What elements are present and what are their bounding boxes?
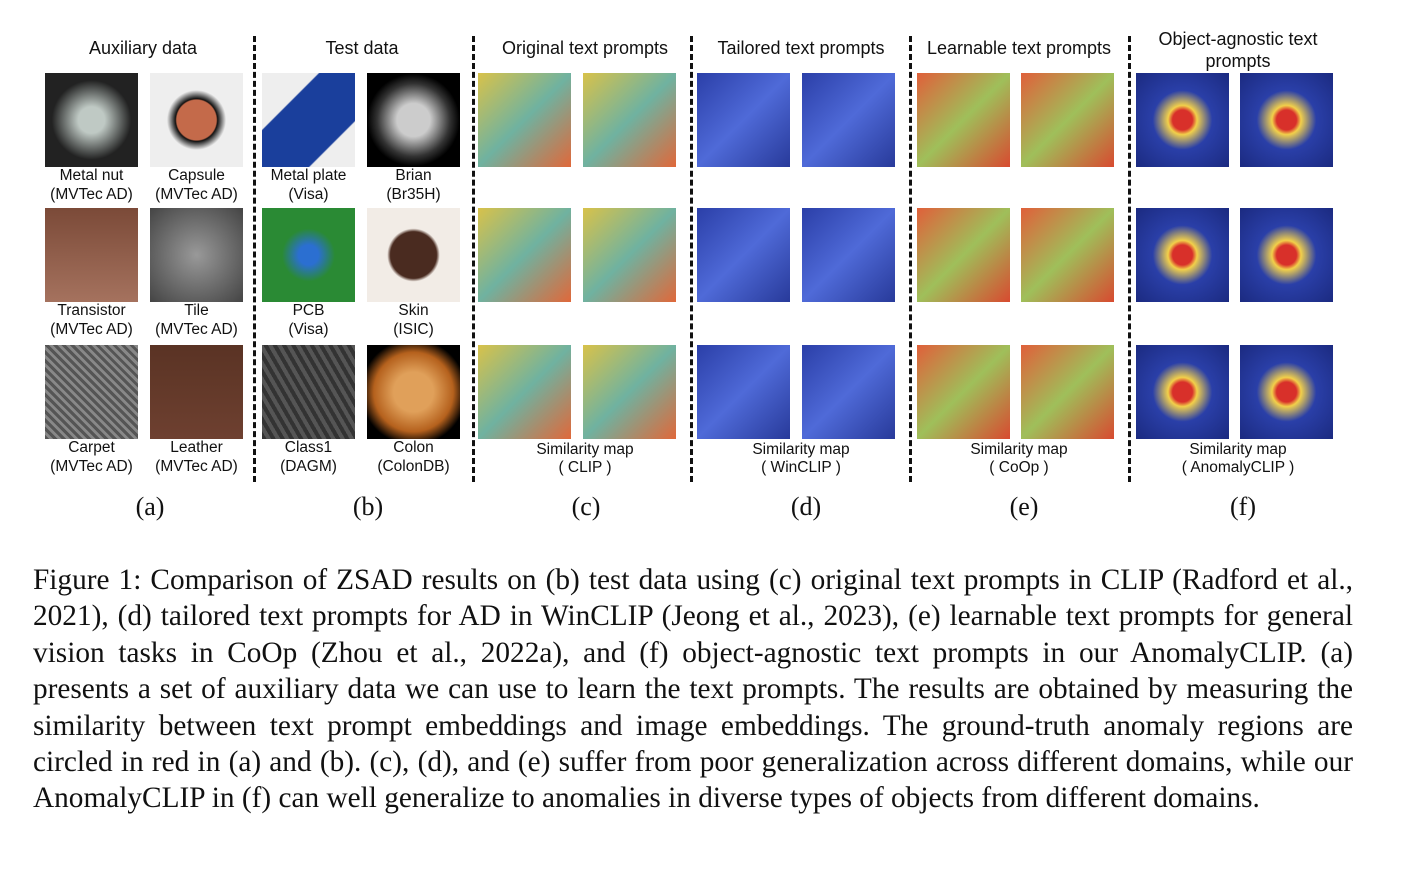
method-label: ( CLIP ) xyxy=(558,459,612,476)
image-placeholder xyxy=(45,345,138,439)
image-label: Leather xyxy=(170,439,223,456)
panel-letter: (e) xyxy=(1009,492,1039,521)
image-source: (MVTec AD) xyxy=(155,321,238,338)
image-placeholder xyxy=(1240,73,1333,167)
image-placeholder xyxy=(478,208,571,302)
image-placeholder xyxy=(1021,73,1114,167)
similarity-map-label: Similarity map xyxy=(536,441,634,458)
image-label: Carpet xyxy=(68,439,115,456)
image-placeholder xyxy=(45,73,138,167)
image-placeholder xyxy=(150,345,243,439)
image-source: (DAGM) xyxy=(280,458,337,475)
image-placeholder xyxy=(367,73,460,167)
image-placeholder xyxy=(262,73,355,167)
image-placeholder xyxy=(1136,208,1229,302)
panel-letter: (d) xyxy=(790,492,822,521)
image-placeholder xyxy=(1136,73,1229,167)
image-placeholder xyxy=(367,345,460,439)
image-source: (Visa) xyxy=(288,186,329,203)
image-source: (Visa) xyxy=(288,321,329,338)
image-placeholder xyxy=(917,208,1010,302)
image-placeholder xyxy=(1021,208,1114,302)
similarity-map-label: Similarity map xyxy=(970,441,1068,458)
image-label: Brian xyxy=(395,167,432,184)
image-placeholder xyxy=(802,345,895,439)
image-source: (ISIC) xyxy=(393,321,434,338)
image-placeholder xyxy=(478,73,571,167)
image-placeholder xyxy=(45,208,138,302)
image-label: Capsule xyxy=(168,167,225,184)
figure-caption: Figure 1: Comparison of ZSAD results on … xyxy=(33,564,1353,815)
image-source: (MVTec AD) xyxy=(50,186,133,203)
image-placeholder xyxy=(697,208,790,302)
similarity-map-label: Similarity map xyxy=(752,441,850,458)
panel-header: Learnable text prompts xyxy=(926,38,1112,58)
panel-letter: (b) xyxy=(352,492,384,521)
image-label: Class1 xyxy=(284,439,333,456)
panel-separator xyxy=(1128,36,1131,482)
image-source: (MVTec AD) xyxy=(50,458,133,475)
image-placeholder xyxy=(583,208,676,302)
image-placeholder xyxy=(150,208,243,302)
similarity-map-label: Similarity map xyxy=(1189,441,1287,458)
image-source: (MVTec AD) xyxy=(155,458,238,475)
image-placeholder xyxy=(583,73,676,167)
image-placeholder xyxy=(478,345,571,439)
image-placeholder xyxy=(1136,345,1229,439)
panel-header: Auxiliary data xyxy=(88,38,198,58)
method-label: ( AnomalyCLIP ) xyxy=(1181,459,1295,476)
image-placeholder xyxy=(583,345,676,439)
image-label: Tile xyxy=(184,302,209,319)
image-label: Metal nut xyxy=(59,167,124,184)
image-label: Skin xyxy=(398,302,429,319)
image-source: (ColonDB) xyxy=(377,458,450,475)
method-label: ( CoOp ) xyxy=(989,459,1049,476)
image-source: (MVTec AD) xyxy=(155,186,238,203)
image-label: Colon xyxy=(393,439,434,456)
panel-header: Object-agnostic text prompts xyxy=(1158,29,1318,71)
panel-separator xyxy=(253,36,256,482)
image-label: Transistor xyxy=(57,302,126,319)
panel-header: Original text prompts xyxy=(501,38,669,58)
panel-letter: (a) xyxy=(135,492,165,521)
panel-header: Tailored text prompts xyxy=(717,38,885,58)
image-placeholder xyxy=(917,73,1010,167)
image-placeholder xyxy=(1240,208,1333,302)
image-placeholder xyxy=(1021,345,1114,439)
panel-letter: (c) xyxy=(571,492,601,521)
method-label: ( WinCLIP ) xyxy=(761,459,841,476)
image-label: PCB xyxy=(292,302,325,319)
panel-separator xyxy=(472,36,475,482)
image-placeholder xyxy=(150,73,243,167)
image-placeholder xyxy=(697,73,790,167)
panel-separator xyxy=(690,36,693,482)
image-placeholder xyxy=(802,73,895,167)
panel-letter: (f) xyxy=(1230,492,1256,521)
panel-separator xyxy=(909,36,912,482)
image-placeholder xyxy=(367,208,460,302)
image-placeholder xyxy=(262,345,355,439)
image-placeholder xyxy=(917,345,1010,439)
image-label: Metal plate xyxy=(270,167,347,184)
image-source: (Br35H) xyxy=(386,186,441,203)
image-placeholder xyxy=(262,208,355,302)
image-source: (MVTec AD) xyxy=(50,321,133,338)
image-placeholder xyxy=(1240,345,1333,439)
panel-header: Test data xyxy=(325,38,399,58)
image-placeholder xyxy=(802,208,895,302)
image-placeholder xyxy=(697,345,790,439)
